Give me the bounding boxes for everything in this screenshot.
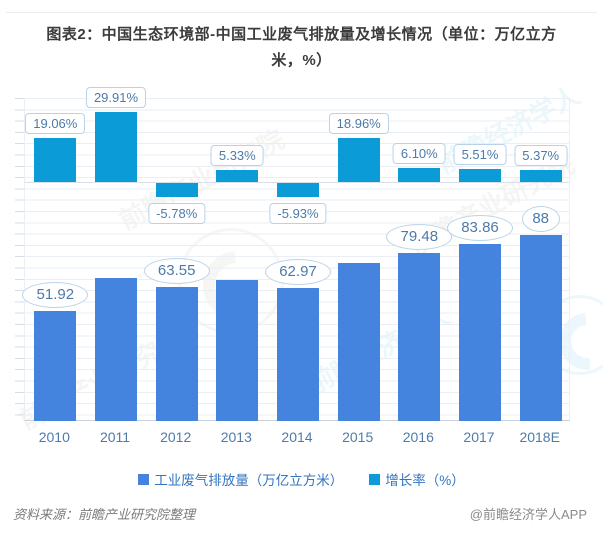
bar-growth-2014: [277, 183, 319, 197]
bar-emission-2016: [398, 252, 441, 421]
bar-growth-2013: [216, 169, 259, 182]
bar-emission-2015: [337, 262, 380, 421]
x-axis-label-2010: 2010: [38, 429, 70, 445]
x-axis-label-2014: 2014: [281, 429, 313, 445]
x-axis-label-2015: 2015: [342, 429, 374, 445]
x-axis-label-2011: 2011: [99, 429, 131, 445]
bar-growth-2016: [398, 167, 441, 182]
data-label-growth-2016: 6.10%: [392, 142, 446, 164]
bar-emission-2011: [95, 278, 137, 421]
data-label-growth-2011: 29.91%: [85, 87, 147, 109]
card-top-border: [6, 12, 597, 13]
x-axis-label-2013: 2013: [220, 429, 252, 445]
legend-swatch-emission-icon: [138, 473, 150, 485]
legend-item-emission: 工业废气排放量（万亿立方米）: [138, 469, 343, 489]
bar-growth-2012: [155, 183, 198, 197]
data-label-growth-2012: -5.78%: [148, 202, 206, 224]
data-label-growth-2015: 18.96%: [328, 112, 389, 134]
data-label-growth-2018E: 5.37%: [514, 144, 568, 166]
data-label-growth-2013: 5.33%: [210, 144, 264, 166]
bar-growth-2017: [459, 169, 501, 182]
legend-label-growth: 增长率（%）: [385, 473, 465, 488]
growth-zero-gridline: [25, 182, 569, 183]
legend-item-growth: 增长率（%）: [369, 469, 465, 489]
data-label-emission-2017: 83.86: [447, 214, 513, 241]
data-label-growth-2010: 19.06%: [25, 112, 86, 134]
source-note: 资料来源：前瞻产业研究院整理: [13, 507, 196, 522]
bar-emission-2010: [34, 311, 77, 421]
axis-tick-strip: [15, 98, 24, 422]
x-axis-label-2016: 2016: [402, 429, 434, 445]
bar-emission-2013: [216, 279, 259, 421]
x-axis-label-2018E: 2018E: [519, 429, 560, 445]
bar-growth-2011: [95, 112, 137, 182]
bar-growth-2015: [337, 137, 380, 182]
data-label-emission-2010: 51.92: [22, 282, 89, 309]
data-label-growth-2017: 5.51%: [453, 144, 507, 166]
data-label-emission-2018E: 88: [521, 205, 560, 232]
data-label-emission-2014: 62.97: [265, 258, 331, 285]
x-axis-label-2017: 2017: [463, 429, 495, 445]
bar-emission-2012: [155, 286, 198, 421]
bar-emission-2017: [459, 243, 501, 421]
chart-footer: 资料来源：前瞻产业研究院整理 @前瞻经济学人APP: [13, 504, 587, 523]
chart-plot-area: 51.92 19.06% 29.91% 63.55 -5.78% 5.33% 62.97 -5…: [22, 87, 570, 421]
credit-text: @前瞻经济学人APP: [469, 507, 587, 522]
bar-growth-2010: [34, 137, 77, 182]
bar-growth-2018E: [519, 169, 562, 182]
bar-emission-2018E: [519, 234, 562, 421]
chart-legend: 工业废气排放量（万亿立方米） 增长率（%）: [0, 469, 603, 489]
data-label-growth-2014: -5.93%: [269, 202, 327, 224]
bar-emission-2014: [277, 287, 319, 421]
data-label-emission-2012: 63.55: [143, 257, 210, 284]
legend-label-emission: 工业废气排放量（万亿立方米）: [154, 473, 344, 488]
x-axis-label-2012: 2012: [160, 429, 192, 445]
legend-swatch-growth-icon: [369, 473, 381, 485]
data-label-emission-2016: 79.48: [386, 223, 453, 250]
chart-title: 图表2：中国生态环境部-中国工业废气排放量及增长情况（单位：万亿立方米，%）: [46, 26, 557, 70]
